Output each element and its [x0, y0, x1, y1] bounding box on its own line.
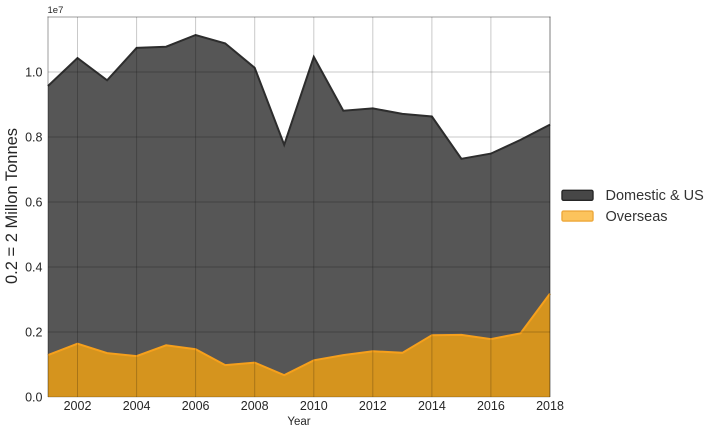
svg-text:2010: 2010 [300, 399, 328, 413]
svg-text:Overseas: Overseas [606, 209, 668, 225]
svg-text:2006: 2006 [182, 399, 210, 413]
svg-text:1.0: 1.0 [25, 66, 42, 80]
svg-text:2008: 2008 [241, 399, 269, 413]
svg-text:Year: Year [287, 416, 310, 428]
svg-text:0.2: 0.2 [25, 326, 42, 340]
svg-text:0.4: 0.4 [25, 261, 42, 275]
svg-text:2018: 2018 [536, 399, 564, 413]
svg-text:2016: 2016 [477, 399, 505, 413]
svg-text:2012: 2012 [359, 399, 387, 413]
svg-text:2004: 2004 [123, 399, 151, 413]
svg-text:2002: 2002 [64, 399, 92, 413]
svg-text:0.0: 0.0 [25, 391, 42, 405]
svg-text:0.2 = 2 Millon Tonnes: 0.2 = 2 Millon Tonnes [3, 128, 21, 284]
svg-text:Domestic & US: Domestic & US [606, 188, 704, 204]
svg-text:1e7: 1e7 [48, 5, 64, 16]
svg-text:0.8: 0.8 [25, 131, 42, 145]
svg-text:0.6: 0.6 [25, 196, 42, 210]
svg-text:2014: 2014 [418, 399, 446, 413]
